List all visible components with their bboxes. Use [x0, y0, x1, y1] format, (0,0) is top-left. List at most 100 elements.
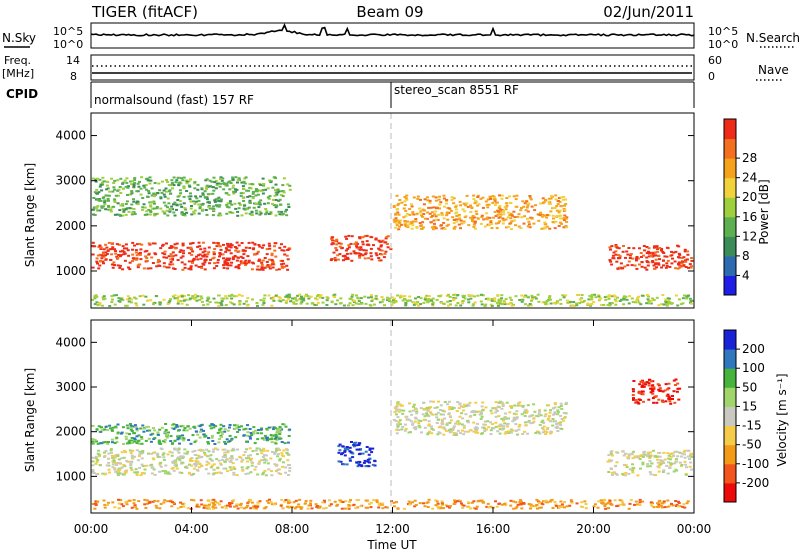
echo-cell: [206, 193, 210, 196]
echo-cell: [455, 204, 458, 207]
echo-cell: [254, 188, 258, 190]
echo-cell: [628, 257, 632, 259]
echo-cell: [632, 450, 636, 453]
colorbar-segment: [724, 255, 736, 276]
echo-cell: [269, 457, 273, 460]
echo-cell: [556, 430, 560, 432]
echo-cell: [411, 409, 415, 412]
echo-cell: [411, 211, 415, 214]
echo-cell: [146, 425, 150, 428]
echo-cell: [227, 259, 231, 262]
echo-cell: [163, 212, 167, 215]
echo-cell: [246, 195, 250, 198]
echo-cell: [232, 449, 236, 452]
echo-cell: [524, 408, 528, 411]
echo-cell: [449, 209, 453, 212]
echo-cell: [91, 460, 95, 463]
echo-cell: [348, 446, 352, 449]
echo-cell: [337, 445, 341, 448]
echo-cell: [433, 213, 437, 216]
echo-cell: [130, 191, 134, 194]
echo-cell: [189, 297, 192, 300]
echo-cell: [139, 187, 143, 190]
echo-cell: [191, 260, 194, 263]
echo-cell: [462, 433, 466, 436]
echo-cell: [422, 502, 425, 505]
echo-cell: [105, 188, 109, 191]
echo-cell: [685, 295, 689, 298]
echo-cell: [183, 214, 187, 217]
echo-cell: [196, 460, 200, 463]
echo-cell: [162, 262, 166, 265]
echo-cell: [634, 500, 638, 503]
echo-cell: [268, 244, 272, 247]
echo-cell: [149, 440, 153, 443]
echo-cell: [648, 465, 652, 468]
echo-cell: [96, 198, 100, 201]
echo-cell: [248, 428, 252, 430]
echo-cell: [447, 293, 450, 296]
echo-cell: [668, 266, 672, 268]
echo-cell: [632, 247, 636, 250]
nsearch-label: N.Search: [746, 31, 800, 45]
echo-cell: [171, 263, 175, 266]
echo-cell: [549, 432, 553, 435]
echo-cell: [256, 505, 260, 508]
echo-cell: [262, 302, 266, 304]
echo-cell: [471, 215, 475, 217]
echo-cell: [625, 298, 629, 301]
echo-cell: [467, 501, 470, 504]
echo-cell: [219, 427, 223, 430]
echo-cell: [341, 501, 345, 503]
echo-cell: [153, 242, 157, 245]
echo-cell: [117, 502, 121, 505]
echo-cell: [206, 303, 210, 306]
echo-cell: [395, 501, 398, 504]
echo-cell: [669, 453, 673, 455]
echo-cell: [134, 251, 138, 254]
echo-cell: [96, 304, 100, 307]
echo-cell: [445, 199, 449, 201]
echo-cell: [515, 194, 519, 197]
echo-cell: [477, 203, 481, 206]
echo-cell: [264, 213, 267, 216]
echo-cell: [487, 298, 490, 301]
echo-cell: [362, 461, 366, 464]
echo-cell: [117, 458, 121, 461]
echo-cell: [358, 254, 362, 257]
echo-cell: [610, 459, 614, 462]
echo-cell: [263, 469, 267, 472]
power-y-axis-label: Slant Range [km]: [23, 163, 37, 267]
echo-cell: [428, 199, 432, 202]
echo-cell: [659, 459, 663, 462]
echo-cell: [162, 256, 166, 259]
echo-cell: [662, 303, 666, 306]
echo-cell: [454, 208, 458, 211]
echo-cell: [258, 447, 262, 450]
echo-cell: [464, 413, 468, 416]
echo-cell: [547, 417, 551, 420]
echo-cell: [200, 300, 204, 303]
echo-cell: [271, 186, 275, 189]
echo-cell: [374, 238, 378, 241]
echo-cell: [235, 259, 239, 262]
echo-cell: [302, 299, 306, 302]
echo-cell: [505, 226, 508, 229]
echo-cell: [107, 199, 110, 202]
echo-cell: [185, 180, 189, 183]
echo-cell: [593, 503, 597, 506]
echo-cell: [91, 438, 95, 441]
echo-cell: [113, 456, 117, 459]
echo-cell: [467, 298, 470, 301]
echo-cell: [674, 458, 678, 461]
echo-cell: [245, 189, 249, 192]
echo-cell: [238, 303, 242, 306]
echo-cell: [265, 253, 269, 256]
echo-cell: [657, 398, 661, 401]
echo-cell: [520, 294, 524, 297]
echo-cell: [480, 214, 484, 217]
nave-label: Nave: [758, 63, 789, 77]
noise-top-tick: 10^5: [53, 25, 83, 38]
echo-cell: [114, 470, 118, 473]
echo-cell: [528, 196, 532, 199]
